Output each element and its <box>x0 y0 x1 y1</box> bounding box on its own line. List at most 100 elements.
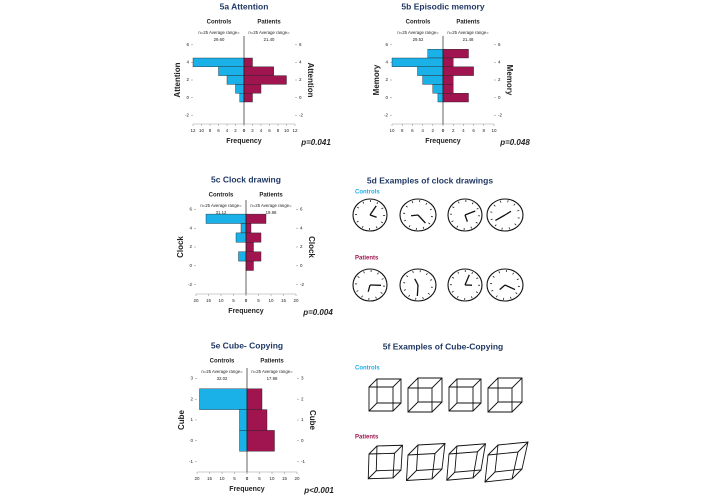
y-tick-label: 2 <box>385 77 388 82</box>
y-tick-label: 2 <box>301 396 304 401</box>
clock-mark <box>357 206 360 209</box>
cube-edge <box>392 378 402 388</box>
y-axis-label: Cube <box>308 410 317 431</box>
y-tick-label: 2 <box>190 396 193 401</box>
clock-mark <box>512 272 515 275</box>
series-note: n=25 Average range= <box>251 369 293 374</box>
y-tick-label: 0 <box>498 95 501 100</box>
clock-mark <box>362 201 365 204</box>
bar <box>432 84 444 94</box>
clock-mark <box>470 296 473 299</box>
cube-edge <box>446 471 456 481</box>
clock-mark <box>428 222 431 225</box>
clock-mark <box>376 202 379 205</box>
series-note: 21.48 <box>463 37 474 42</box>
bar <box>442 75 454 85</box>
cube-edge <box>368 402 378 412</box>
x-tick-label: 0 <box>442 128 445 133</box>
x-tick-label: 2 <box>432 128 435 133</box>
clock-mark <box>517 209 520 212</box>
x-tick-label: 10 <box>491 128 497 133</box>
group-label: Controls <box>355 190 380 196</box>
series-note: n=25 Average range= <box>250 203 292 208</box>
clock-mark <box>514 223 517 226</box>
bar <box>442 49 469 59</box>
x-tick-label: 15 <box>282 476 288 481</box>
cube-edge <box>392 469 402 479</box>
clock-hand <box>464 274 470 286</box>
x-tick-label: 5 <box>232 298 235 303</box>
y-axis-label: Clock <box>176 236 185 258</box>
panel-title: 5d Examples of clock drawings <box>367 175 493 185</box>
cube-edge <box>487 401 499 413</box>
x-tick-label: 0 <box>243 128 246 133</box>
series-label: Controls <box>406 20 431 26</box>
bar <box>245 251 262 262</box>
x-axis-label: Frequency <box>229 486 265 493</box>
bar <box>243 92 253 103</box>
clock-mark <box>411 201 414 204</box>
series-label: Patients <box>259 193 283 199</box>
clock-mark <box>516 278 519 281</box>
series-note: n=25 Average range= <box>201 369 243 374</box>
bar <box>437 92 444 103</box>
clock-mark <box>356 290 359 292</box>
y-axis-label: Cube <box>177 409 186 430</box>
group-label: Patients <box>355 256 379 262</box>
x-tick-label: 10 <box>268 298 274 303</box>
bar <box>442 84 454 94</box>
clock-mark <box>422 226 425 229</box>
bar <box>218 66 245 76</box>
cube-edge <box>448 445 458 455</box>
clock-mark <box>361 225 364 228</box>
clock-mark <box>491 289 494 292</box>
y-tick-label: 3 <box>301 376 304 381</box>
clock-mark <box>427 292 430 295</box>
series-note: 32.02 <box>217 376 228 381</box>
clock-mark <box>475 291 479 294</box>
series-label: Patients <box>456 20 480 26</box>
x-tick-label: 2 <box>234 128 237 133</box>
x-tick-label: 12 <box>190 128 196 133</box>
y-axis-label: Attention <box>306 62 315 97</box>
x-tick-label: 0 <box>246 476 249 481</box>
clock-sketch <box>352 268 388 302</box>
clock-hand <box>504 284 516 291</box>
y-tick-label: 0 <box>189 263 192 268</box>
chart-title: 5a Attention <box>220 1 269 11</box>
series-note: n=25 Average range= <box>397 30 439 35</box>
bar <box>199 388 248 410</box>
clock-sketch <box>447 268 483 302</box>
y-tick-label: 4 <box>300 225 303 230</box>
clock-hand <box>414 278 419 286</box>
y-tick-label: 0 <box>385 95 388 100</box>
cube-edge <box>487 377 499 389</box>
clock-mark <box>361 295 363 298</box>
clock-mark <box>498 271 501 274</box>
y-tick-label: 2 <box>300 244 303 249</box>
bar <box>422 75 444 85</box>
y-tick-label: 2 <box>299 77 302 82</box>
bar <box>442 57 454 68</box>
series-label: Patients <box>257 20 281 26</box>
bar <box>246 409 268 431</box>
clock-mark <box>476 277 479 280</box>
bar <box>442 92 469 103</box>
clock-sketch <box>486 198 524 232</box>
clock-mark <box>406 275 409 278</box>
y-tick-label: 6 <box>300 207 303 212</box>
clock-sketch <box>486 268 524 302</box>
cube-edge <box>394 444 403 454</box>
y-tick-label: 4 <box>385 60 388 65</box>
clock-mark <box>471 202 474 205</box>
clock-hand <box>464 210 476 216</box>
y-tick-label: 0 <box>190 438 193 443</box>
clock-mark <box>425 273 428 276</box>
clock-mark <box>508 227 511 230</box>
series-label: Controls <box>210 359 235 365</box>
x-tick-label: 0 <box>243 128 246 133</box>
y-tick-label: 6 <box>189 207 192 212</box>
cube-edge <box>367 470 377 480</box>
y-tick-label: 6 <box>186 42 189 47</box>
x-tick-label: 15 <box>206 298 212 303</box>
